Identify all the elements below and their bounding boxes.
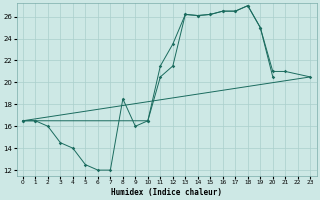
X-axis label: Humidex (Indice chaleur): Humidex (Indice chaleur) (111, 188, 222, 197)
